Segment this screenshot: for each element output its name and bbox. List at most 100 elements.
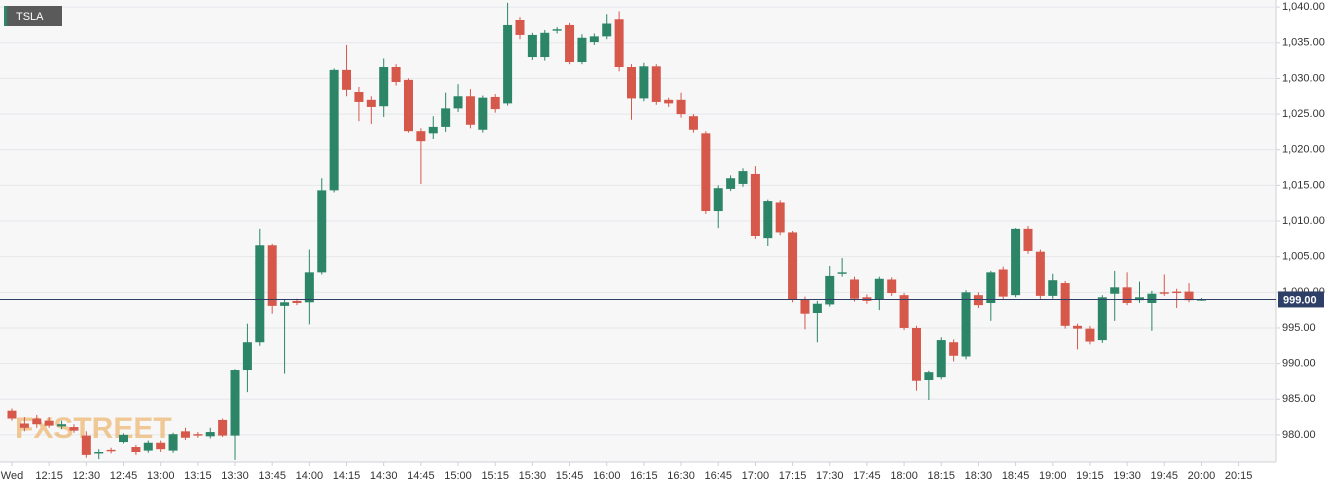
x-tick-label: 13:45 — [258, 470, 286, 482]
candle-body — [1159, 292, 1169, 294]
candle-body — [81, 435, 91, 455]
candle-body — [391, 67, 401, 82]
x-tick-label: 15:30 — [519, 470, 547, 482]
candle-body — [503, 24, 513, 104]
candle-body — [428, 126, 438, 134]
candle-body — [688, 116, 698, 130]
candle-body — [478, 97, 488, 130]
y-tick-label: 1,025.00 — [1282, 108, 1325, 120]
candle-body — [949, 342, 959, 356]
candle-body — [1060, 283, 1070, 326]
candle-body — [292, 300, 302, 304]
candle-body — [552, 29, 562, 31]
candle-body — [837, 272, 847, 274]
plot-area — [0, 0, 1276, 462]
last-price-label: 999.00 — [1283, 294, 1317, 306]
annotations: 999.00 — [0, 291, 1324, 308]
y-tick-label: 990.00 — [1282, 358, 1316, 370]
x-tick-label: 19:00 — [1039, 470, 1067, 482]
candle-body — [1073, 325, 1083, 329]
candle-body — [1196, 299, 1206, 301]
candle-body — [255, 245, 265, 343]
y-tick-label: 1,040.00 — [1282, 1, 1325, 13]
x-tick-label: 14:45 — [407, 470, 435, 482]
candle-body — [1172, 291, 1182, 294]
candle-body — [713, 188, 723, 212]
candle-body — [651, 66, 661, 102]
candle-body — [1122, 287, 1132, 304]
x-tick-label: 14:15 — [333, 470, 361, 482]
candle-body — [44, 420, 54, 426]
x-tick-label: 18:45 — [1002, 470, 1030, 482]
candle-body — [1147, 293, 1157, 304]
candle-body — [911, 327, 921, 381]
candle-body — [602, 23, 612, 37]
candle-body — [453, 96, 463, 109]
candle-body — [490, 96, 500, 110]
candle-body — [775, 202, 785, 233]
x-tick-label: 17:15 — [779, 470, 807, 482]
candle-body — [899, 295, 909, 328]
candle-body — [1011, 228, 1021, 296]
candle-body — [924, 372, 934, 381]
x-tick-label: 19:15 — [1076, 470, 1104, 482]
y-tick-label: 1,015.00 — [1282, 179, 1325, 191]
candle-body — [726, 178, 736, 189]
candle-body — [94, 452, 104, 454]
candle-body — [57, 424, 67, 427]
candle-body — [19, 423, 29, 428]
y-tick-label: 1,020.00 — [1282, 144, 1325, 156]
title-stripe — [4, 6, 7, 26]
candle-body — [230, 370, 240, 436]
candle-body — [664, 99, 674, 104]
candle-body — [366, 99, 376, 107]
candle-body — [750, 173, 760, 236]
y-tick-label: 1,005.00 — [1282, 251, 1325, 263]
candle-body — [354, 91, 364, 102]
candle-body — [565, 24, 575, 63]
x-tick-label: 14:00 — [296, 470, 324, 482]
candle-body — [515, 19, 525, 35]
x-tick-label: 12:15 — [35, 470, 63, 482]
y-tick-label: 980.00 — [1282, 429, 1316, 441]
candle-body — [465, 96, 475, 125]
x-tick-label: 20:00 — [1188, 470, 1216, 482]
candle-body — [800, 299, 810, 314]
candle-body — [205, 432, 215, 437]
candle-body — [1048, 280, 1058, 296]
candle-body — [329, 69, 339, 191]
candle-body — [143, 442, 153, 451]
candle-body — [441, 108, 451, 127]
candle-body — [936, 340, 946, 378]
last-price-box — [1278, 291, 1324, 308]
candle-body — [193, 434, 203, 436]
candle-body — [701, 133, 711, 212]
x-tick-label: 17:00 — [742, 470, 770, 482]
candle-body — [379, 67, 389, 107]
candle-body — [342, 69, 352, 90]
chart-title: TSLA — [16, 11, 44, 23]
candle-body — [1085, 328, 1095, 342]
candle-body — [1184, 291, 1194, 301]
x-tick-label: 19:45 — [1151, 470, 1179, 482]
candle-body — [69, 427, 79, 431]
candle-body — [280, 302, 290, 306]
x-tick-label: 16:00 — [593, 470, 621, 482]
candle-body — [577, 37, 587, 63]
candle-body — [676, 99, 686, 115]
x-tick-label: 14:30 — [370, 470, 398, 482]
x-tick-label: 18:30 — [965, 470, 993, 482]
candle-body — [1097, 297, 1107, 341]
x-tick-label: 16:15 — [630, 470, 658, 482]
candle-body — [825, 275, 835, 305]
y-tick-label: 985.00 — [1282, 393, 1316, 405]
x-tick-label: 15:15 — [481, 470, 509, 482]
candle-body — [986, 272, 996, 304]
candle-body — [304, 272, 314, 303]
candle-body — [106, 449, 116, 452]
candle-body — [1035, 251, 1045, 296]
candle-body — [180, 431, 190, 438]
x-tick-label: 13:30 — [221, 470, 249, 482]
candle-body — [7, 410, 17, 419]
